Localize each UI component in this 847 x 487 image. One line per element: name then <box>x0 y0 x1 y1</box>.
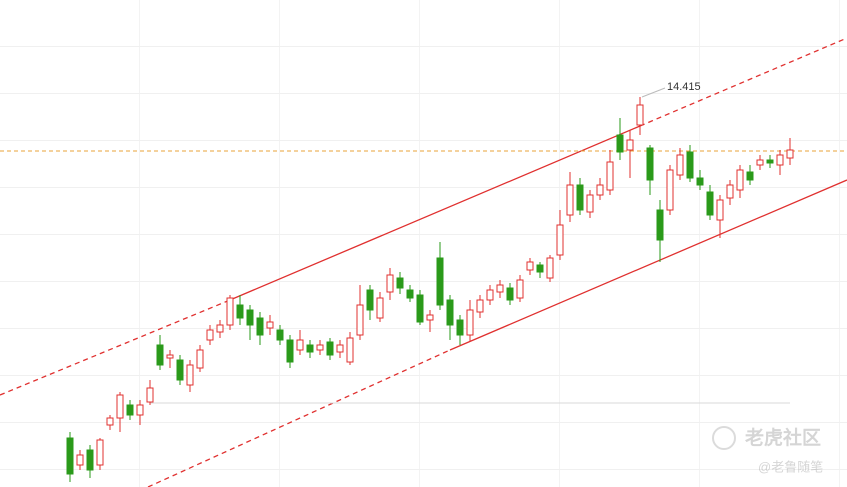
candle-body <box>146 387 154 403</box>
candle-body <box>96 439 104 466</box>
candle-body <box>416 294 424 323</box>
candle-body <box>516 279 524 299</box>
candle-body <box>656 209 664 241</box>
candle-body <box>726 184 734 199</box>
watermark-logo <box>712 426 736 450</box>
watermark-sub: @老鲁随笔 <box>758 459 823 474</box>
candle-body <box>166 354 174 359</box>
candle-body <box>636 104 644 126</box>
candle-body <box>426 314 434 321</box>
candle-body <box>606 161 614 191</box>
candle-body <box>506 287 514 301</box>
channel <box>0 37 847 487</box>
candle-body <box>746 171 754 181</box>
candle-body <box>446 299 454 326</box>
candle-body <box>276 329 284 341</box>
channel-lower-dashed <box>147 349 451 487</box>
channel-lower <box>449 179 847 351</box>
candle-body <box>66 437 74 475</box>
watermark-text: 老虎社区 <box>745 426 821 449</box>
candle-body <box>566 184 574 216</box>
candle-body <box>356 304 364 336</box>
candle-body <box>766 159 774 164</box>
candle-body <box>616 134 624 153</box>
candle-body <box>116 394 124 419</box>
channel-upper <box>229 125 641 301</box>
candle-body <box>346 337 354 363</box>
candle-body <box>406 289 414 299</box>
candle-body <box>496 284 504 293</box>
candle-body <box>666 169 674 211</box>
candle-body <box>216 324 224 333</box>
candle-body <box>236 304 244 319</box>
candle-body <box>76 454 84 466</box>
candle-body <box>196 349 204 369</box>
candle-body <box>696 177 704 186</box>
candle-body <box>736 169 744 191</box>
candle-body <box>676 154 684 176</box>
candle-body <box>396 277 404 289</box>
candle-body <box>336 344 344 353</box>
candle-body <box>436 257 444 306</box>
candle-body <box>486 289 494 301</box>
candle-body <box>716 199 724 221</box>
candle-body <box>266 321 274 329</box>
candle-body <box>176 359 184 381</box>
candle-body <box>126 404 134 416</box>
candle-body <box>776 154 784 166</box>
annotation-leader <box>641 87 666 98</box>
candle-body <box>786 149 794 159</box>
candle-body <box>86 449 94 471</box>
candle-body <box>256 317 264 336</box>
candle-body <box>526 261 534 271</box>
candle-body <box>576 184 584 211</box>
candle-body <box>466 309 474 336</box>
candle-body <box>536 264 544 273</box>
channel-upper-dashed <box>639 37 847 127</box>
candle-body <box>646 147 654 181</box>
candle-body <box>206 329 214 341</box>
candle-body <box>686 151 694 179</box>
watermark: 老虎社区 @老鲁随笔 <box>712 426 823 474</box>
candle-body <box>376 297 384 319</box>
candle-body <box>476 299 484 313</box>
candle-body <box>586 194 594 213</box>
candle-body <box>156 344 164 366</box>
candle-body <box>286 339 294 363</box>
candle-body <box>546 257 554 279</box>
annotation-label: 14.415 <box>667 81 701 93</box>
candle-body <box>106 417 114 426</box>
candle-body <box>626 139 634 151</box>
channel-upper-dashed <box>0 299 231 396</box>
candle-body <box>226 297 234 326</box>
candle-body <box>386 274 394 293</box>
candle-body <box>756 159 764 166</box>
candle-body <box>366 289 374 311</box>
candle-body <box>306 344 314 353</box>
candle-body <box>456 319 464 336</box>
candle-body <box>556 224 564 256</box>
candle-body <box>316 344 324 351</box>
candle-body <box>136 404 144 416</box>
candle-body <box>296 339 304 351</box>
candle-body <box>246 309 254 326</box>
candle-body <box>596 184 604 196</box>
candle-body <box>186 364 194 386</box>
candle-body <box>326 341 334 356</box>
candle-body <box>706 191 714 216</box>
